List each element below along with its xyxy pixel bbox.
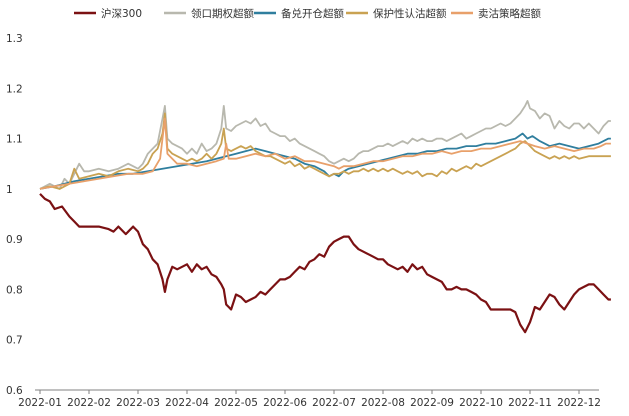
- y-axis: 0.6 0.7 0.8 0.9 1 1.1 1.2 1.3: [6, 33, 23, 397]
- series-line: [39, 100, 611, 190]
- x-tick-label: 2022-01: [18, 397, 62, 409]
- y-tick-label: 0.6: [6, 385, 23, 397]
- x-tick-label: 2022-10: [459, 397, 503, 409]
- y-tick-label: 0.7: [6, 335, 23, 347]
- legend-label: 领口期权超额: [191, 7, 254, 20]
- y-tick-label: 1.3: [6, 33, 23, 45]
- y-tick-label: 1.2: [6, 83, 23, 95]
- x-tick-label: 2022-02: [67, 397, 111, 409]
- chart-legend: 沪深300 领口期权超额 备兑开仓超额 保护性认沽超额 卖沽策略超额: [74, 7, 541, 20]
- y-tick-label: 0.9: [6, 234, 23, 246]
- legend-label: 保护性认沽超额: [373, 7, 447, 20]
- y-tick-label: 1.1: [6, 134, 23, 146]
- x-tick-label: 2022-08: [361, 397, 405, 409]
- x-tick-label: 2022-12: [557, 397, 601, 409]
- y-tick-label: 0.8: [6, 284, 23, 296]
- series-line: [39, 117, 611, 190]
- x-tick-label: 2022-06: [263, 397, 307, 409]
- legend-label: 卖沽策略超额: [478, 7, 541, 20]
- y-tick-label: 1: [6, 184, 13, 196]
- legend-label: 备兑开仓超额: [281, 7, 344, 20]
- series-line: [39, 112, 611, 190]
- x-tick-label: 2022-05: [214, 397, 258, 409]
- legend-label: 沪深300: [101, 7, 142, 20]
- series-line: [39, 132, 611, 190]
- x-tick-label: 2022-03: [116, 397, 160, 409]
- x-axis: 2022-01 2022-02 2022-03 2022-04 2022-05 2022-…: [18, 389, 601, 409]
- x-tick-label: 2022-07: [312, 397, 356, 409]
- series-line: [39, 193, 611, 334]
- x-tick-label: 2022-04: [165, 397, 209, 409]
- plot-area: [39, 100, 611, 334]
- x-tick-label: 2022-09: [410, 397, 454, 409]
- x-tick-label: 2022-11: [508, 397, 552, 409]
